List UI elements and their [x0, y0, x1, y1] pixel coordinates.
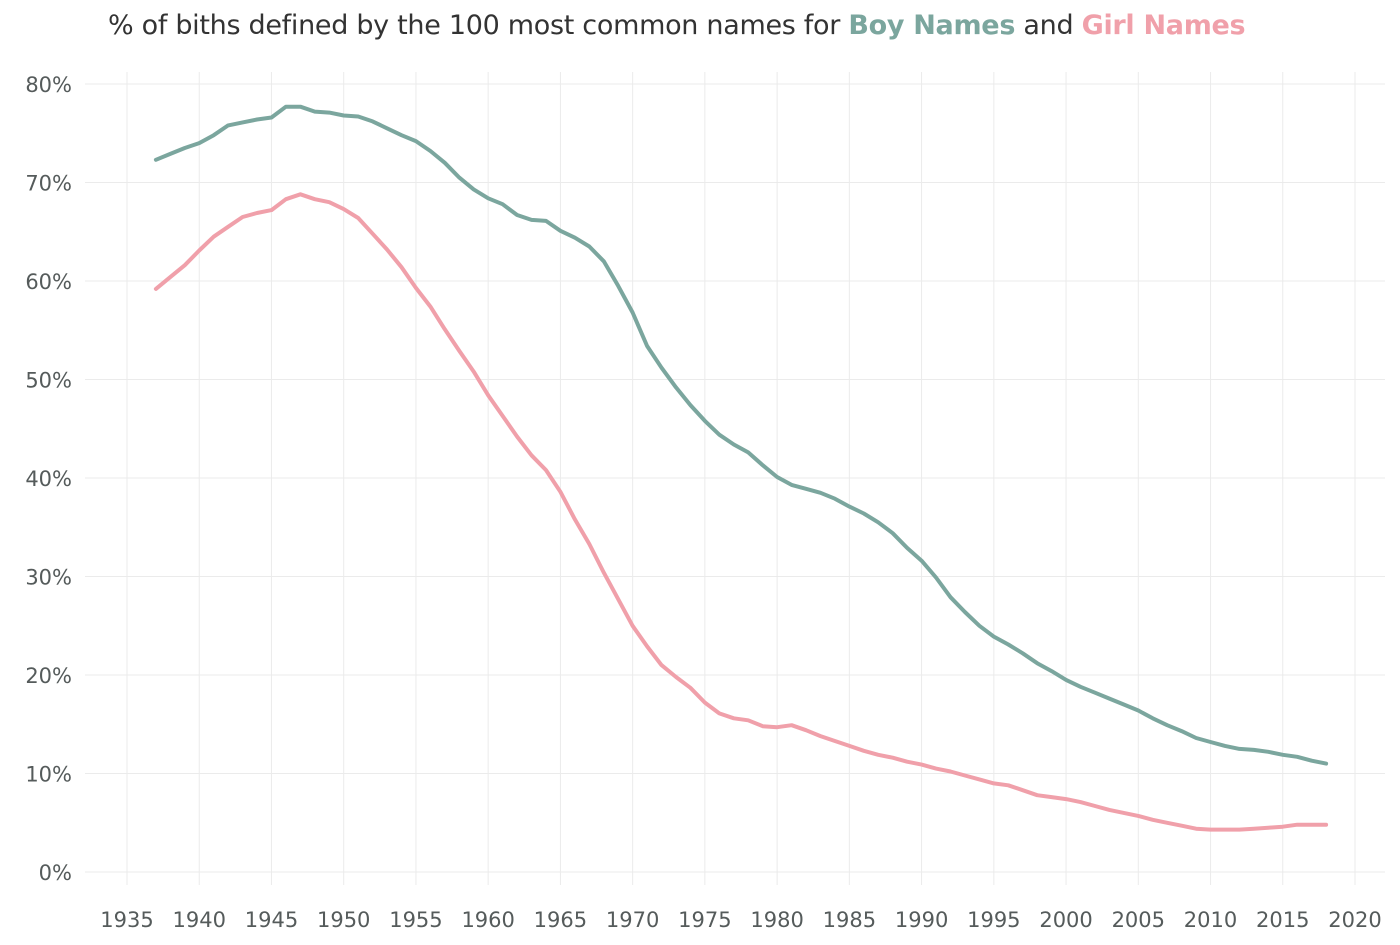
chart-title: % of biths defined by the 100 most commo…: [108, 10, 1246, 41]
series-lines: [153, 104, 1329, 832]
y-axis-ticks: 0% 10% 20% 30% 40% 50% 60% 70% 80%: [25, 73, 72, 885]
x-tick-label: 1945: [245, 908, 298, 932]
y-tick-label: 80%: [25, 73, 72, 97]
x-tick-label: 1970: [606, 908, 659, 932]
title-girl-label: Girl Names: [1081, 10, 1246, 41]
x-tick-label: 1940: [173, 908, 226, 932]
x-tick-label: 1990: [895, 908, 948, 932]
x-tick-label: 1995: [967, 908, 1020, 932]
y-tick-label: 0%: [39, 861, 72, 885]
title-boy-label: Boy Names: [848, 10, 1016, 41]
series-line-boy-names: [153, 104, 1329, 766]
x-tick-label: 1985: [823, 908, 876, 932]
y-tick-label: 60%: [25, 270, 72, 294]
x-tick-label: 1960: [461, 908, 514, 932]
x-tick-label: 2020: [1328, 908, 1381, 932]
y-tick-label: 20%: [25, 664, 72, 688]
y-tick-label: 30%: [25, 566, 72, 590]
x-tick-label: 1965: [534, 908, 587, 932]
x-tick-label: 2005: [1112, 908, 1165, 932]
x-tick-label: 1935: [100, 908, 153, 932]
x-tick-label: 1950: [317, 908, 370, 932]
y-tick-label: 50%: [25, 369, 72, 393]
y-tick-label: 40%: [25, 467, 72, 491]
y-tick-label: 10%: [25, 763, 72, 787]
x-tick-label: 1955: [389, 908, 442, 932]
gridlines: [85, 72, 1385, 885]
title-prefix: % of biths defined by the 100 most commo…: [108, 10, 841, 41]
series-line-girl-names: [153, 192, 1329, 832]
x-tick-label: 2010: [1184, 908, 1237, 932]
x-tick-label: 1975: [678, 908, 731, 932]
x-tick-label: 2000: [1039, 908, 1092, 932]
title-and: and: [1023, 10, 1074, 41]
y-tick-label: 70%: [25, 172, 72, 196]
x-tick-label: 2015: [1256, 908, 1309, 932]
x-tick-label: 1980: [750, 908, 803, 932]
x-axis-ticks: 1935 1940 1945 1950 1955 1960 1965 1970 1975 1980…: [100, 908, 1381, 932]
